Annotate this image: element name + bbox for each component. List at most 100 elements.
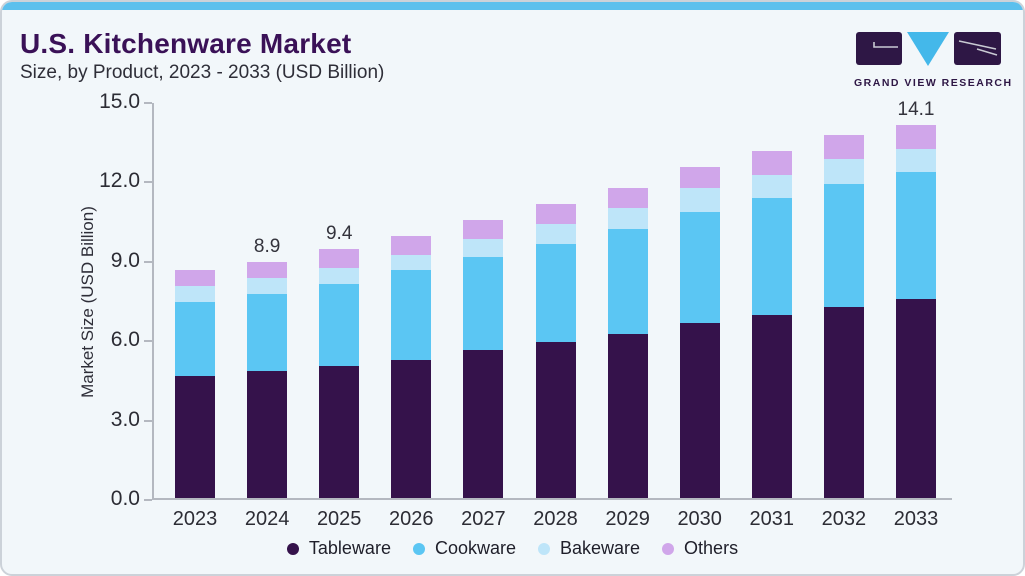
stacked-bar-2028 xyxy=(535,204,576,498)
y-tick-mark-3.0 xyxy=(144,419,152,422)
bar-segment-others-2024 xyxy=(247,262,288,279)
y-tick-label: 12.0 xyxy=(99,169,140,193)
bar-segment-cookware-2025 xyxy=(319,283,360,366)
chart-legend: Tableware Cookware Bakeware Others xyxy=(2,538,1023,559)
legend-swatch-icon xyxy=(286,542,299,555)
y-tick-mark-12.0 xyxy=(144,181,152,184)
bar-segment-cookware-2029 xyxy=(607,229,648,334)
y-tick-label: 15.0 xyxy=(99,90,140,113)
bar-segment-others-2023 xyxy=(175,270,215,287)
y-tick-label: 0.0 xyxy=(110,487,140,510)
stacked-bar-2025 xyxy=(319,249,360,498)
legend-label: Bakeware xyxy=(560,538,641,558)
legend-label: Others xyxy=(684,538,739,558)
bar-segment-tableware-2026 xyxy=(391,360,432,498)
bar-segment-cookware-2024 xyxy=(247,294,288,371)
bar-segment-bakeware-2023 xyxy=(175,286,215,303)
bar-segment-tableware-2027 xyxy=(463,349,504,498)
legend-swatch-icon xyxy=(662,542,675,555)
bar-segment-bakeware-2028 xyxy=(535,224,576,244)
x-tick-label-2023: 2023 xyxy=(172,508,218,530)
bar-segment-others-2025 xyxy=(319,249,360,268)
bar-segment-cookware-2033 xyxy=(896,172,936,300)
bar-segment-bakeware-2025 xyxy=(319,267,360,284)
x-tick-label-2027: 2027 xyxy=(461,508,506,530)
gvr-logo-icon xyxy=(856,32,1001,66)
chart-title: U.S. Kitchenware Market xyxy=(20,28,352,59)
bar-segment-cookware-2031 xyxy=(751,197,792,316)
y-tick-label: 6.0 xyxy=(110,328,140,352)
legend-item-others: Others xyxy=(662,538,738,559)
data-label-2025: 9.4 xyxy=(325,223,353,245)
bar-segment-tableware-2023 xyxy=(175,376,215,498)
bar-segment-bakeware-2027 xyxy=(463,238,504,258)
bar-segment-cookware-2032 xyxy=(823,184,864,308)
legend-item-cookware: Cookware xyxy=(412,538,516,559)
bar-segment-tableware-2028 xyxy=(535,341,576,498)
x-tick-label-2031: 2031 xyxy=(749,508,795,530)
bar-segment-tableware-2033 xyxy=(896,299,936,498)
legend-label: Cookware xyxy=(434,538,516,558)
bar-segment-bakeware-2032 xyxy=(823,159,864,185)
bar-segment-cookware-2026 xyxy=(391,270,432,361)
legend-swatch-icon xyxy=(538,542,550,555)
bar-segment-cookware-2027 xyxy=(463,257,504,350)
bar-segment-cookware-2028 xyxy=(535,243,576,342)
x-tick-label-2026: 2026 xyxy=(389,508,434,530)
legend-label: Tableware xyxy=(308,538,391,558)
y-tick-mark-6.0 xyxy=(144,340,152,343)
bar-segment-tableware-2029 xyxy=(607,333,648,498)
stacked-bar-2026 xyxy=(391,235,432,498)
bar-segment-bakeware-2033 xyxy=(896,148,936,173)
x-tick-label-2033: 2033 xyxy=(893,508,939,530)
plot-area: 0.0 3.0 6.0 9.0 12.0 15.0 2023 2024 8.9 2025 9.4 20… xyxy=(99,90,952,530)
x-tick-label-2032: 2032 xyxy=(821,508,867,530)
bar-segment-bakeware-2031 xyxy=(751,175,792,198)
stacked-bar-2023 xyxy=(175,270,215,498)
bar-segment-tableware-2032 xyxy=(823,307,864,498)
y-tick-mark-9.0 xyxy=(144,260,152,263)
bar-segment-others-2032 xyxy=(823,135,864,160)
chart-subtitle: Size, by Product, 2023 - 2033 (USD Billi… xyxy=(20,62,385,83)
legend-item-tableware: Tableware xyxy=(286,538,391,559)
bar-segment-others-2033 xyxy=(896,124,936,149)
y-tick-label: 3.0 xyxy=(110,407,140,431)
x-tick-label-2025: 2025 xyxy=(316,508,362,530)
grand-view-research-logo: GRAND VIEW RESEARCH xyxy=(854,30,1013,89)
data-label-2033: 14.1 xyxy=(897,98,935,120)
bar-segment-others-2029 xyxy=(607,188,648,209)
y-axis-label: Market Size (USD Billion) xyxy=(78,206,97,398)
gvr-logo-caption: GRAND VIEW RESEARCH xyxy=(854,77,1013,89)
stacked-bar-2032 xyxy=(823,135,864,498)
bar-segment-tableware-2024 xyxy=(247,370,288,498)
stacked-bar-2027 xyxy=(463,220,504,498)
x-tick-label-2030: 2030 xyxy=(677,508,722,530)
y-tick-label: 9.0 xyxy=(110,248,140,272)
bar-segment-others-2028 xyxy=(535,204,576,225)
top-accent-bar xyxy=(2,2,1023,10)
bar-segment-others-2027 xyxy=(463,220,504,239)
bar-segment-cookware-2023 xyxy=(175,302,215,377)
x-tick-label-2024: 2024 xyxy=(244,508,290,530)
stacked-bar-2031 xyxy=(751,151,792,498)
y-tick-mark-0.0 xyxy=(144,499,152,501)
y-tick-mark-15.0 xyxy=(144,102,152,104)
bar-segment-cookware-2030 xyxy=(679,212,720,324)
bar-segment-bakeware-2026 xyxy=(391,254,432,271)
bar-segment-others-2026 xyxy=(391,235,432,255)
stacked-bar-2029 xyxy=(607,188,648,498)
legend-item-bakeware: Bakeware xyxy=(538,538,640,559)
data-label-2024: 8.9 xyxy=(253,236,281,258)
bar-segment-bakeware-2030 xyxy=(679,188,720,213)
stacked-bar-2024 xyxy=(247,262,288,498)
bar-segment-bakeware-2024 xyxy=(247,278,288,295)
x-tick-label-2028: 2028 xyxy=(533,508,578,530)
legend-swatch-icon xyxy=(412,542,425,555)
x-tick-label-2029: 2029 xyxy=(605,508,650,530)
bar-segment-others-2030 xyxy=(679,167,720,189)
bar-segment-bakeware-2029 xyxy=(607,208,648,230)
stacked-bar-2033 xyxy=(896,124,936,498)
bar-segment-tableware-2031 xyxy=(751,315,792,498)
stacked-bar-2030 xyxy=(679,167,720,498)
